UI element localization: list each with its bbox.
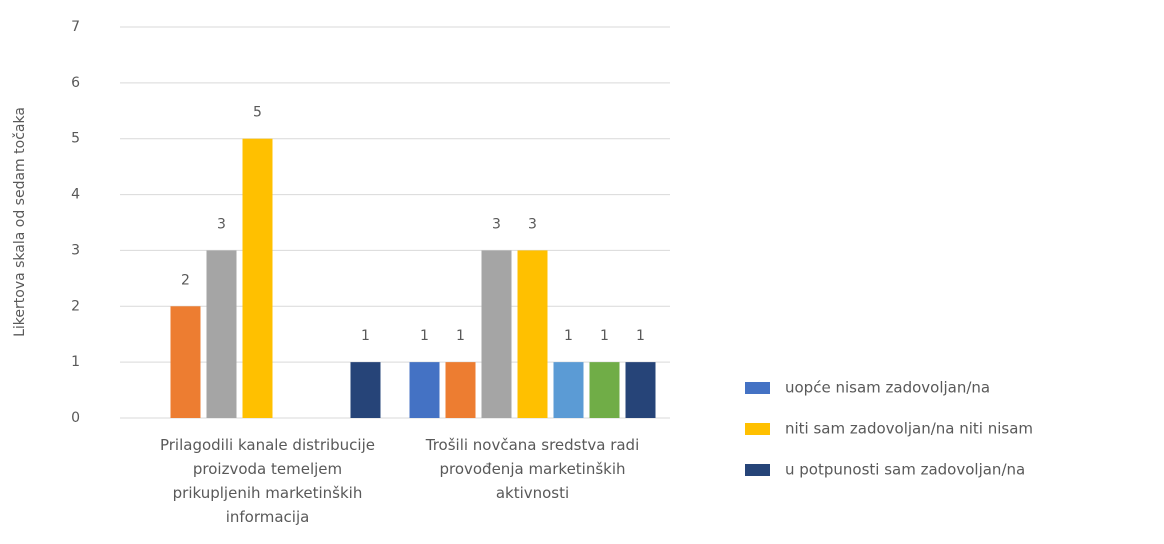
legend-label: u potpunosti sam zadovoljan/na [785,461,1025,479]
legend-swatch [745,382,770,394]
data-label: 1 [564,328,573,344]
legend-label: niti sam zadovoljan/na niti nisam [785,420,1033,438]
data-label: 1 [600,328,609,344]
bar [350,362,381,418]
data-label: 3 [217,216,226,232]
y-tick-label: 0 [71,410,80,426]
y-axis-label: Likertova skala od sedam točaka [12,107,28,337]
data-label: 1 [361,328,370,344]
data-label: 3 [492,216,501,232]
y-tick-label: 6 [71,75,80,91]
y-tick-label: 1 [71,354,80,370]
bar [589,362,620,418]
bar [206,250,237,418]
y-tick-label: 3 [71,242,80,258]
bar [445,362,476,418]
bar [409,362,440,418]
bar [553,362,584,418]
bar [517,250,548,418]
legend-swatch [745,423,770,435]
bar [481,250,512,418]
legend-swatch [745,464,770,476]
bar [170,306,201,418]
bar [242,138,273,418]
data-label: 1 [636,328,645,344]
x-tick-label: Prilagodili kanale distribucije proizvod… [159,436,375,526]
data-label: 3 [528,216,537,232]
legend-label: uopće nisam zadovoljan/na [785,379,990,397]
data-label: 1 [420,328,429,344]
y-tick-label: 2 [71,298,80,314]
x-tick-label: Trošili novčana sredstva radi provođenja… [425,436,640,502]
bar [625,362,656,418]
data-label: 5 [253,105,262,121]
y-tick-label: 7 [71,19,80,35]
data-label: 2 [181,272,190,288]
data-label: 1 [456,328,465,344]
y-tick-label: 5 [71,131,80,147]
y-tick-label: 4 [71,187,80,203]
